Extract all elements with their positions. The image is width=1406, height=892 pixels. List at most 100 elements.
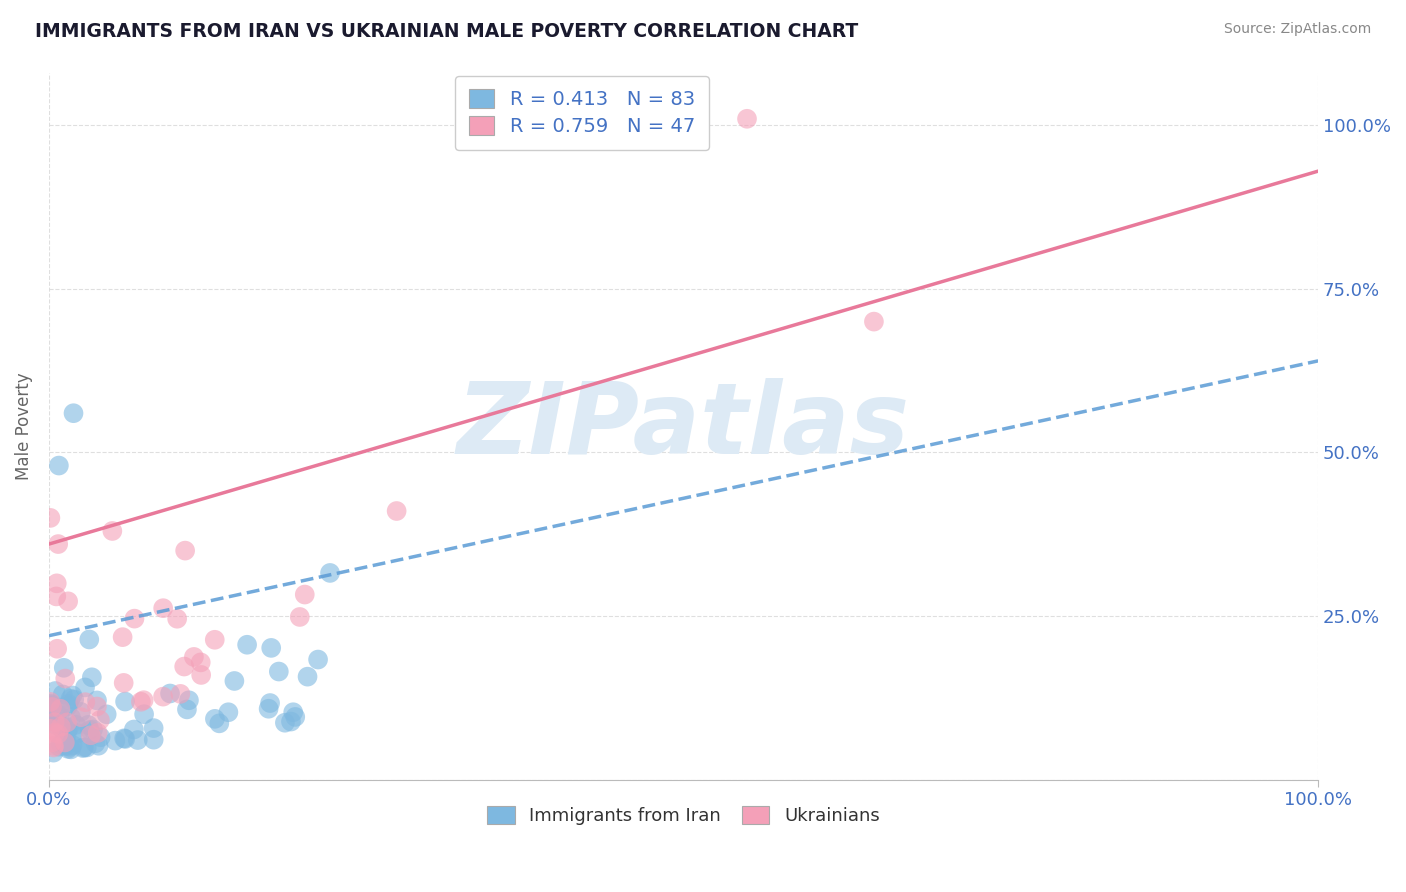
Legend: Immigrants from Iran, Ukrainians: Immigrants from Iran, Ukrainians [478, 797, 889, 834]
Point [132, 707, 155, 722]
Point [224, 673, 246, 688]
Point [41, 735, 63, 749]
Point [46, 706, 69, 721]
Point [55, 739, 77, 753]
Point [86, 693, 108, 707]
Point [274, 715, 297, 730]
Point [46, 537, 69, 551]
Point [39, 697, 62, 711]
Point [77, 718, 100, 732]
Point [49, 707, 72, 722]
Point [114, 694, 136, 708]
Point [280, 714, 302, 729]
Point [46, 727, 69, 741]
Point [190, 668, 212, 682]
Point [58, 739, 80, 754]
Point [70, 710, 93, 724]
Point [307, 652, 329, 666]
Point [45, 576, 67, 591]
Point [42, 740, 65, 755]
Point [49, 701, 72, 715]
Point [152, 601, 174, 615]
Point [101, 524, 124, 538]
Point [204, 712, 226, 726]
Point [58, 697, 80, 711]
Point [52, 661, 75, 675]
Point [55, 738, 77, 752]
Point [56, 742, 79, 756]
Point [41, 702, 63, 716]
Point [70, 705, 93, 719]
Point [208, 716, 231, 731]
Point [45, 590, 67, 604]
Point [86, 726, 108, 740]
Point [41, 698, 63, 712]
Point [159, 686, 181, 700]
Point [49, 738, 72, 752]
Point [44, 725, 66, 739]
Point [49, 720, 72, 734]
Point [63, 692, 86, 706]
Point [45, 714, 67, 728]
Point [122, 723, 145, 737]
Point [72, 741, 94, 756]
Point [55, 735, 77, 749]
Point [112, 676, 135, 690]
Point [75, 695, 97, 709]
Point [319, 566, 342, 580]
Point [59, 691, 82, 706]
Point [173, 659, 195, 673]
Point [283, 705, 305, 719]
Point [45, 718, 67, 732]
Point [190, 656, 212, 670]
Point [166, 612, 188, 626]
Point [127, 733, 149, 747]
Point [90, 731, 112, 745]
Point [104, 733, 127, 747]
Point [257, 702, 280, 716]
Point [65, 718, 87, 732]
Point [39, 695, 62, 709]
Point [217, 705, 239, 719]
Point [177, 693, 200, 707]
Point [142, 721, 165, 735]
Point [73, 740, 96, 755]
Point [89, 713, 111, 727]
Point [260, 640, 283, 655]
Point [142, 732, 165, 747]
Point [96, 707, 118, 722]
Point [294, 588, 316, 602]
Point [39, 722, 62, 736]
Point [79, 723, 101, 737]
Text: IMMIGRANTS FROM IRAN VS UKRAINIAN MALE POVERTY CORRELATION CHART: IMMIGRANTS FROM IRAN VS UKRAINIAN MALE P… [35, 22, 859, 41]
Point [52, 722, 75, 736]
Point [385, 504, 408, 518]
Point [52, 687, 75, 701]
Point [169, 687, 191, 701]
Point [46, 641, 69, 656]
Text: Source: ZipAtlas.com: Source: ZipAtlas.com [1223, 22, 1371, 37]
Point [62, 406, 84, 420]
Point [48, 739, 70, 754]
Point [42, 739, 65, 753]
Point [112, 731, 135, 746]
Point [132, 693, 155, 707]
Point [67, 726, 90, 740]
Point [174, 543, 197, 558]
Y-axis label: Male Poverty: Male Poverty [15, 373, 32, 480]
Point [44, 715, 66, 730]
Text: ZIPatlas: ZIPatlas [457, 378, 910, 475]
Point [297, 670, 319, 684]
Point [76, 740, 98, 755]
Point [56, 723, 79, 737]
Point [236, 638, 259, 652]
Point [288, 610, 311, 624]
Point [124, 612, 146, 626]
Point [39, 699, 62, 714]
Point [86, 699, 108, 714]
Point [53, 725, 76, 739]
Point [84, 736, 107, 750]
Point [62, 727, 84, 741]
Point [152, 690, 174, 704]
Point [59, 742, 82, 756]
